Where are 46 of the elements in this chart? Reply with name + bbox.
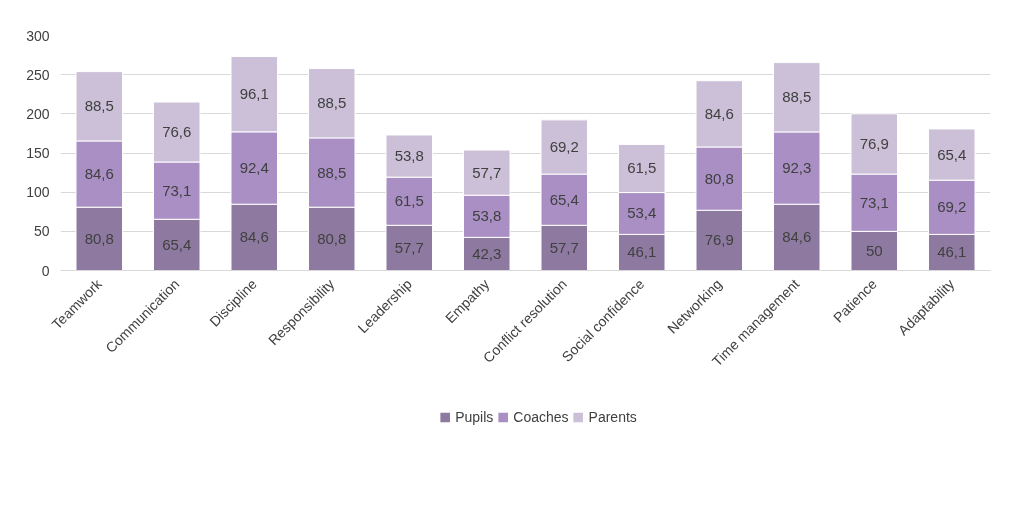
data-label: 69,2: [937, 198, 967, 216]
data-label: 65,4: [937, 145, 967, 163]
data-label: 53,4: [627, 204, 657, 222]
legend-label: Coaches: [513, 409, 569, 425]
data-label: 76,9: [704, 231, 734, 249]
legend-label: Pupils: [455, 409, 494, 425]
data-label: 88,5: [317, 94, 347, 112]
y-tick-label: 300: [26, 27, 50, 44]
data-label: 53,8: [472, 207, 502, 225]
y-tick-label: 50: [33, 223, 50, 240]
legend-label: Parents: [588, 409, 637, 425]
data-label: 73,1: [859, 193, 889, 211]
data-label: 76,6: [162, 123, 192, 141]
y-tick-label: 150: [26, 145, 50, 161]
y-tick-label: 100: [26, 184, 50, 201]
data-label: 84,6: [704, 104, 734, 122]
data-label: 92,4: [239, 159, 269, 177]
data-label: 46,1: [627, 243, 657, 261]
data-label: 69,2: [549, 137, 579, 155]
data-label: 80,8: [317, 229, 347, 247]
y-tick-label: 250: [26, 66, 50, 83]
y-tick-label: 0: [41, 262, 50, 279]
data-label: 96,1: [239, 85, 269, 103]
data-label: 92,3: [782, 159, 812, 177]
data-label: 84,6: [84, 165, 114, 183]
data-label: 80,8: [84, 229, 114, 247]
data-label: 53,8: [394, 147, 424, 165]
data-label: 57,7: [472, 163, 502, 181]
data-label: 88,5: [317, 163, 347, 181]
data-label: 84,6: [239, 228, 269, 246]
data-label: 50: [865, 241, 883, 259]
y-tick-label: 200: [26, 105, 50, 122]
data-label: 88,5: [782, 88, 812, 106]
data-label: 84,6: [782, 228, 812, 246]
data-label: 80,8: [704, 169, 734, 187]
data-label: 65,4: [549, 190, 579, 208]
data-label: 65,4: [162, 235, 192, 253]
data-label: 46,1: [937, 243, 967, 261]
data-label: 61,5: [394, 192, 424, 210]
data-label: 57,7: [394, 238, 424, 256]
data-label: 61,5: [627, 159, 657, 177]
data-label: 42,3: [472, 244, 502, 262]
data-label: 57,7: [549, 238, 579, 256]
data-label: 88,5: [84, 97, 114, 115]
data-label: 76,9: [859, 134, 889, 152]
data-label: 73,1: [162, 181, 192, 199]
